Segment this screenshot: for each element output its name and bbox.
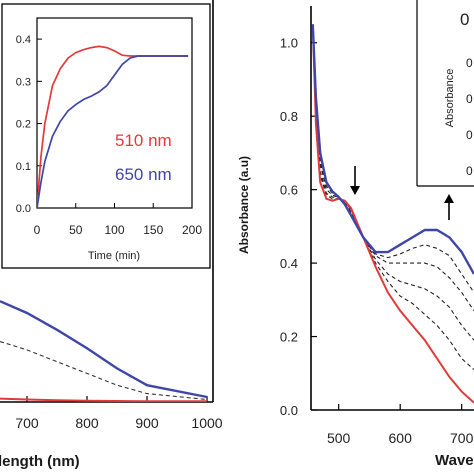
- left-inset-y-tick-label: 0.0: [16, 203, 31, 215]
- right-inset-panel: Absorbance 0 0 0 0 0: [416, 0, 474, 187]
- right-main-x-tick-label: 600: [389, 430, 413, 446]
- left-main-x-axis-label: length (nm): [0, 453, 80, 470]
- left-main-series: [0, 300, 208, 402]
- left-inset-y-tick-label: 0.2: [16, 119, 31, 131]
- right-inset-ytick-2: 0: [466, 92, 473, 106]
- right-main-panel: 0.0 0.2 0.4 0.6 0.8 1.0 500 600 700 Absorbance …: [237, 6, 474, 469]
- left-main-series-line: [0, 340, 208, 401]
- left-inset-x-tick-label: 150: [143, 223, 163, 237]
- right-main-x-axis-label: Wave: [435, 452, 474, 469]
- left-main-x-tick-label: 1000: [191, 415, 222, 431]
- left-inset-legend-510: 510 nm: [115, 131, 172, 150]
- right-main-y-tick-label: 0.8: [280, 109, 298, 124]
- right-inset-corner-label: 0: [460, 10, 469, 29]
- left-inset-frame: [1, 3, 211, 269]
- left-inset-y-tick-label: 0.4: [16, 34, 31, 46]
- left-inset-panel: 0.0 0.1 0.2 0.3 0.4 0 50 100 150 200 510 nm 650 …: [1, 3, 211, 269]
- right-inset-background: [417, 0, 474, 186]
- right-main-series-line: [311, 24, 474, 275]
- right-inset-y-axis-label: Absorbance: [444, 69, 456, 128]
- right-main-x-tick-label: 500: [327, 430, 351, 446]
- left-main-x-tick-label: 900: [135, 415, 159, 431]
- left-inset-x-tick-label: 200: [182, 223, 202, 237]
- right-main-y-ticks: 0.0 0.2 0.4 0.6 0.8 1.0: [280, 36, 317, 418]
- right-main-series: [311, 24, 474, 404]
- up-arrow-annotation: [444, 194, 454, 220]
- left-inset-y-tick-label: 0.3: [16, 76, 31, 88]
- left-main-x-tick-label: 800: [75, 415, 99, 431]
- left-inset-series-line: [37, 45, 189, 208]
- left-main-x-ticks: 700 800 900 1000: [15, 396, 223, 431]
- right-main-y-tick-label: 0.6: [280, 183, 298, 198]
- left-inset-x-ticks: 0 50 100 150 200: [34, 203, 202, 237]
- right-main-y-tick-label: 0.2: [280, 330, 298, 345]
- left-inset-x-tick-label: 50: [69, 223, 83, 237]
- left-inset-x-axis-label: Time (min): [88, 250, 140, 262]
- left-main-x-tick-label: 700: [15, 415, 39, 431]
- left-inset-x-tick-label: 0: [34, 223, 41, 237]
- left-inset-y-tick-label: 0.1: [16, 161, 31, 173]
- right-main-x-ticks: 500 600 700: [327, 404, 474, 446]
- left-inset-y-ticks: 0.0 0.1 0.2 0.3 0.4: [16, 34, 42, 215]
- right-main-y-axis-label: Absorbance (a.u): [237, 156, 251, 254]
- left-main-series-line: [0, 397, 207, 402]
- left-inset-legend-650: 650 nm: [115, 165, 172, 184]
- right-main-y-tick-label: 0.0: [280, 403, 298, 418]
- right-main-y-tick-label: 0.4: [280, 256, 298, 271]
- left-main-panel: 700 800 900 1000 length (nm): [0, 0, 223, 470]
- left-main-series-line: [0, 300, 208, 399]
- right-main-y-tick-label: 1.0: [280, 36, 298, 51]
- down-arrow-annotation: [350, 166, 360, 195]
- left-inset-series: [37, 45, 189, 208]
- right-inset-ytick-3: 0: [466, 128, 473, 142]
- right-main-x-tick-label: 700: [450, 430, 474, 446]
- right-main-series-line: [312, 24, 474, 341]
- right-inset-ytick-4: 0: [466, 164, 473, 178]
- right-main-series-line: [311, 24, 474, 404]
- left-inset-x-tick-label: 100: [104, 223, 124, 237]
- left-inset-series-line: [37, 55, 189, 208]
- right-inset-ytick-1: 0: [466, 56, 473, 70]
